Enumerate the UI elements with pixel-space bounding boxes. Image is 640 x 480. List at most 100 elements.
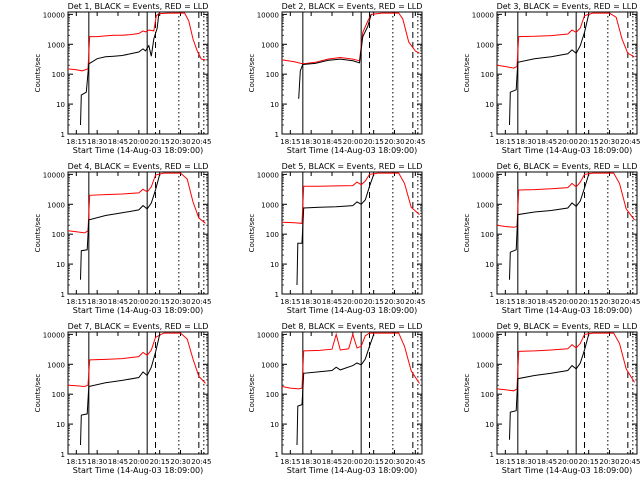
x-axis-label: Start Time (14-Aug-03 18:09:00)	[287, 306, 418, 315]
y-axis-label: Counts/sec	[463, 374, 471, 413]
x-tick-label: 20:15	[364, 298, 384, 306]
x-tick-label: 20:30	[170, 138, 190, 146]
x-tick-label: 18:30	[516, 138, 536, 146]
y-tick-label: 100	[481, 231, 494, 239]
x-tick-label: 18:45	[322, 298, 342, 306]
lld-series-line	[68, 172, 206, 234]
x-tick-label: 20:30	[599, 458, 619, 466]
y-tick-label: 1000	[476, 201, 494, 209]
x-tick-label: 20:15	[579, 138, 599, 146]
x-axis-label: Start Time (14-Aug-03 18:09:00)	[73, 146, 204, 155]
x-tick-label: 18:30	[301, 298, 321, 306]
x-tick-label: 20:45	[191, 138, 211, 146]
x-axis-label: Start Time (14-Aug-03 18:09:00)	[287, 146, 418, 155]
x-axis-label: Start Time (14-Aug-03 18:09:00)	[73, 306, 204, 315]
x-tick-label: 20:15	[364, 138, 384, 146]
panel-title: Det 2, BLACK = Events, RED = LLD	[282, 2, 423, 11]
lld-series-line	[68, 332, 206, 388]
x-axis-label: Start Time (14-Aug-03 18:09:00)	[73, 466, 204, 475]
panel-title: Det 9, BLACK = Events, RED = LLD	[497, 322, 638, 331]
y-tick-label: 1	[275, 291, 279, 299]
x-tick-label: 18:45	[322, 138, 342, 146]
events-series-line	[80, 174, 161, 280]
y-tick-label: 100	[266, 391, 279, 399]
y-tick-label: 10000	[257, 11, 279, 19]
y-tick-label: 1000	[261, 201, 279, 209]
y-tick-label: 1	[490, 131, 494, 139]
x-tick-label: 18:45	[322, 458, 342, 466]
y-axis-label: Counts/sec	[34, 214, 42, 253]
x-tick-label: 20:00	[129, 458, 149, 466]
plot-frame	[67, 171, 209, 295]
x-tick-label: 20:45	[620, 138, 640, 146]
x-axis-label: Start Time (14-Aug-03 18:09:00)	[502, 146, 633, 155]
y-tick-label: 1	[61, 131, 65, 139]
x-tick-label: 18:30	[87, 138, 107, 146]
x-tick-label: 18:15	[280, 298, 300, 306]
panel-title: Det 7, BLACK = Events, RED = LLD	[68, 322, 209, 331]
lld-series-line	[282, 332, 420, 390]
x-axis-label: Start Time (14-Aug-03 18:09:00)	[287, 466, 418, 475]
panel-title: Det 5, BLACK = Events, RED = LLD	[282, 162, 423, 171]
y-tick-label: 100	[481, 71, 494, 79]
events-series-line	[509, 14, 590, 126]
panel-title: Det 3, BLACK = Events, RED = LLD	[497, 2, 638, 11]
panel-title: Det 4, BLACK = Events, RED = LLD	[68, 162, 209, 171]
x-tick-label: 20:15	[150, 298, 170, 306]
y-tick-label: 10000	[257, 331, 279, 339]
panel-title: Det 6, BLACK = Events, RED = LLD	[497, 162, 638, 171]
y-tick-label: 1000	[47, 41, 65, 49]
events-series-line	[509, 174, 590, 280]
x-tick-label: 20:45	[405, 138, 425, 146]
x-tick-label: 20:00	[558, 298, 578, 306]
y-tick-label: 100	[481, 391, 494, 399]
y-tick-label: 1	[275, 451, 279, 459]
y-axis-label: Counts/sec	[248, 54, 256, 93]
y-tick-label: 10000	[43, 171, 65, 179]
y-tick-label: 10	[485, 421, 494, 429]
x-axis-label: Start Time (14-Aug-03 18:09:00)	[502, 306, 633, 315]
x-axis-label: Start Time (14-Aug-03 18:09:00)	[502, 466, 633, 475]
panel-title: Det 1, BLACK = Events, RED = LLD	[68, 2, 209, 11]
x-tick-label: 18:15	[66, 298, 86, 306]
x-tick-label: 20:45	[405, 458, 425, 466]
x-tick-label: 18:15	[495, 298, 515, 306]
plot-frame	[496, 331, 638, 455]
plot-frame	[67, 11, 209, 135]
x-tick-label: 18:15	[280, 458, 300, 466]
x-tick-label: 18:15	[495, 458, 515, 466]
y-tick-label: 1000	[476, 361, 494, 369]
y-tick-label: 1	[61, 291, 65, 299]
x-tick-label: 18:45	[108, 138, 128, 146]
events-series-line	[298, 14, 372, 99]
events-series-line	[80, 334, 161, 446]
plot-frame	[281, 11, 423, 135]
x-tick-label: 18:45	[537, 298, 557, 306]
x-tick-label: 20:15	[364, 458, 384, 466]
x-tick-label: 20:30	[170, 458, 190, 466]
x-tick-label: 20:30	[384, 138, 404, 146]
x-tick-label: 18:45	[537, 138, 557, 146]
y-tick-label: 1000	[476, 41, 494, 49]
y-tick-label: 10	[270, 101, 279, 109]
y-axis-label: Counts/sec	[248, 214, 256, 253]
y-tick-label: 10000	[472, 11, 494, 19]
x-tick-label: 18:30	[301, 138, 321, 146]
x-tick-label: 20:30	[599, 138, 619, 146]
lld-series-line	[497, 332, 635, 392]
lld-series-line	[497, 172, 635, 228]
y-axis-label: Counts/sec	[34, 54, 42, 93]
x-tick-label: 20:00	[343, 298, 363, 306]
y-tick-label: 1000	[47, 361, 65, 369]
y-tick-label: 10	[56, 261, 65, 269]
x-tick-label: 20:45	[191, 458, 211, 466]
events-series-line	[80, 13, 160, 126]
